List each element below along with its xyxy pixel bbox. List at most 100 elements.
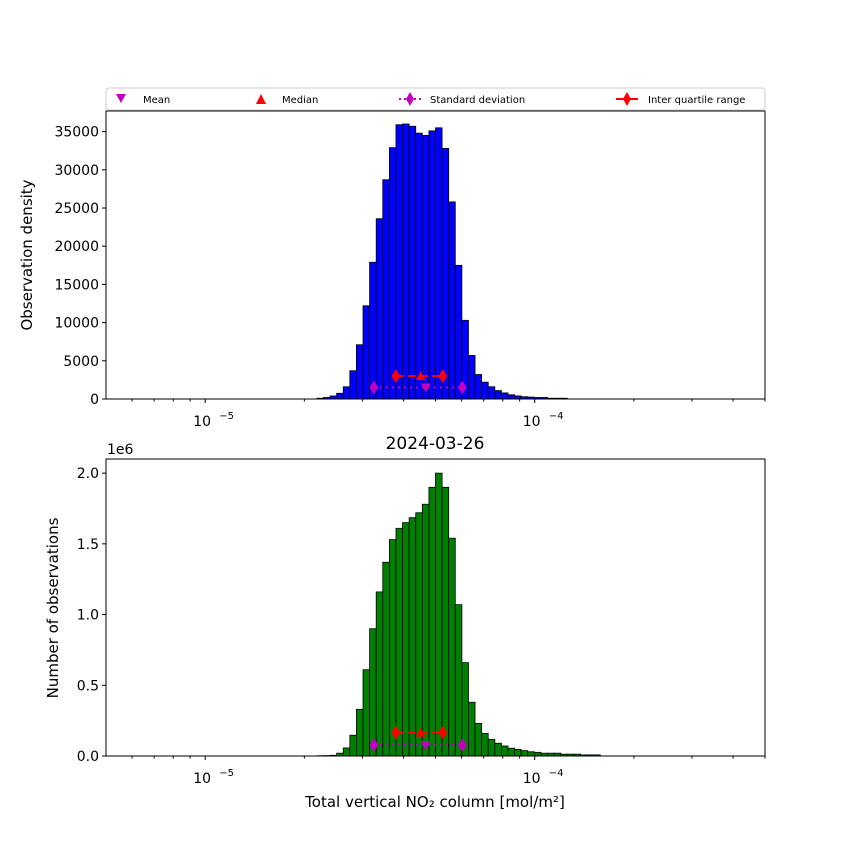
- histogram-bar: [388, 539, 397, 757]
- std-marker: [369, 737, 379, 752]
- histogram-bar: [501, 392, 509, 400]
- histogram-bar: [421, 135, 430, 400]
- histogram-bar: [402, 522, 410, 757]
- iqr-marker: [391, 369, 401, 384]
- bottom-title: 2024-03-26: [386, 434, 485, 454]
- histogram-bar: [382, 179, 390, 400]
- histogram-bar: [408, 517, 417, 757]
- bottom-y-axis-label: Number of observations: [44, 517, 62, 698]
- histogram-bar: [514, 748, 522, 757]
- histogram-bar: [501, 745, 509, 757]
- histogram-bar: [494, 742, 502, 757]
- histogram-bar: [468, 355, 476, 400]
- y-tick-label: 1.0: [77, 608, 99, 624]
- histogram-bar: [435, 127, 443, 400]
- mean-marker-icon: [116, 94, 126, 103]
- x-tick-exponent: −5: [219, 768, 234, 779]
- y-tick-label: 5000: [63, 354, 99, 370]
- legend-std: Standard deviation: [430, 95, 525, 106]
- bottom-histogram: 0.0 0.5 1.0 1.5 2.0 10 −5 10 −4: [77, 458, 766, 787]
- top-histogram: 0 5000 10000 15000 20000 25000 30000 35000 10 −5 1…: [54, 110, 766, 430]
- histogram-bar: [494, 390, 502, 400]
- histogram-bar: [481, 732, 489, 757]
- mean-marker: [420, 740, 431, 750]
- histogram-bar: [428, 130, 436, 400]
- x-tick-label: 10: [523, 771, 541, 787]
- iqr-marker: [438, 725, 448, 740]
- y-tick-label: 30000: [54, 163, 99, 179]
- histogram-bar: [487, 738, 496, 757]
- histogram-bar: [356, 708, 364, 757]
- histogram-bar: [507, 747, 515, 757]
- histogram-bar: [421, 503, 430, 757]
- histogram-bar: [474, 374, 483, 400]
- x-tick-label: 10: [523, 414, 541, 430]
- y-tick-label: 20000: [54, 239, 99, 255]
- median-marker: [415, 727, 426, 737]
- histogram-bar: [402, 123, 410, 400]
- std-diamond-icon: [406, 92, 414, 106]
- histogram-bar: [362, 669, 371, 757]
- legend-mean: Mean: [143, 95, 170, 106]
- y-multiplier: 1e6: [107, 442, 134, 458]
- x-tick-label: 10: [193, 414, 211, 430]
- histogram-bar: [375, 591, 384, 757]
- histogram-bar: [454, 604, 463, 757]
- std-marker: [457, 737, 467, 752]
- histogram-bar: [487, 386, 496, 400]
- histogram-bar: [435, 472, 443, 757]
- y-tick-label: 35000: [54, 125, 99, 141]
- histogram-bar: [375, 218, 384, 400]
- histogram-bar: [408, 125, 417, 400]
- top-y-axis-label: Observation density: [18, 179, 36, 330]
- y-tick-label: 0.0: [77, 749, 99, 765]
- x-tick-exponent: −4: [549, 768, 564, 779]
- x-tick-label: 10: [193, 771, 211, 787]
- y-tick-label: 0: [90, 392, 99, 408]
- mean-marker: [420, 383, 431, 393]
- y-tick-label: 25000: [54, 201, 99, 217]
- legend-median: Median: [282, 95, 318, 106]
- histogram-bar: [362, 305, 371, 400]
- histogram-bar: [520, 750, 529, 757]
- iqr-marker: [438, 369, 448, 384]
- histogram-bar: [415, 512, 423, 757]
- histogram-bar: [468, 701, 476, 757]
- histogram-bar: [342, 747, 351, 757]
- histogram-bar: [349, 370, 357, 400]
- histogram-bar: [382, 561, 390, 757]
- x-tick-exponent: −5: [219, 411, 234, 422]
- histogram-bar: [533, 751, 542, 757]
- histogram-bar: [507, 394, 515, 400]
- legend-frame: [105, 87, 766, 111]
- histogram-bar: [448, 537, 456, 757]
- histogram-bar: [441, 148, 450, 400]
- histogram-bar: [415, 132, 423, 400]
- histogram-bar: [454, 264, 463, 400]
- histogram-bar: [527, 751, 535, 757]
- histogram-bar: [448, 201, 456, 400]
- median-marker-icon: [256, 94, 266, 104]
- iqr-marker: [391, 725, 401, 740]
- y-tick-label: 2.0: [77, 466, 99, 482]
- histogram-bar: [395, 527, 403, 757]
- legend-iqr: Inter quartile range: [648, 95, 745, 106]
- histogram-bar: [481, 381, 489, 400]
- x-tick-exponent: −4: [549, 411, 564, 422]
- legend: Mean Median Standard deviation Inter qua…: [105, 87, 766, 111]
- y-tick-label: 0.5: [77, 678, 99, 694]
- histogram-bar: [388, 147, 397, 400]
- histogram-bar: [336, 392, 344, 400]
- y-tick-label: 10000: [54, 316, 99, 332]
- histogram-bar: [474, 723, 483, 757]
- histogram-bar: [395, 124, 403, 400]
- std-marker: [457, 380, 467, 395]
- histogram-bar: [369, 628, 377, 757]
- histogram-bar: [369, 261, 377, 400]
- histogram-bar: [349, 734, 357, 757]
- y-tick-label: 15000: [54, 277, 99, 293]
- histogram-bar: [356, 344, 364, 400]
- std-marker: [369, 380, 379, 395]
- histogram-bar: [441, 486, 450, 757]
